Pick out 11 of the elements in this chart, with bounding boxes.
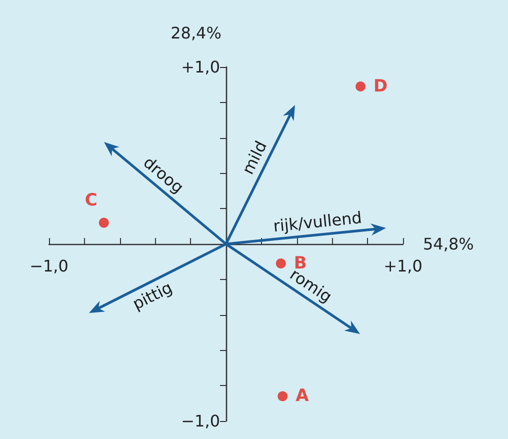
point [276, 258, 286, 268]
annotation: mild [238, 138, 271, 178]
series-label: C [84, 190, 98, 210]
annotation: rijk/vullend [272, 208, 363, 236]
x-axis-title: 54,8% [423, 234, 474, 254]
series-label: A [296, 386, 310, 406]
point [278, 391, 288, 402]
point [356, 81, 366, 92]
series-label: D [374, 76, 388, 96]
point [98, 218, 109, 228]
y-axis-title: 28,4% [170, 24, 222, 42]
